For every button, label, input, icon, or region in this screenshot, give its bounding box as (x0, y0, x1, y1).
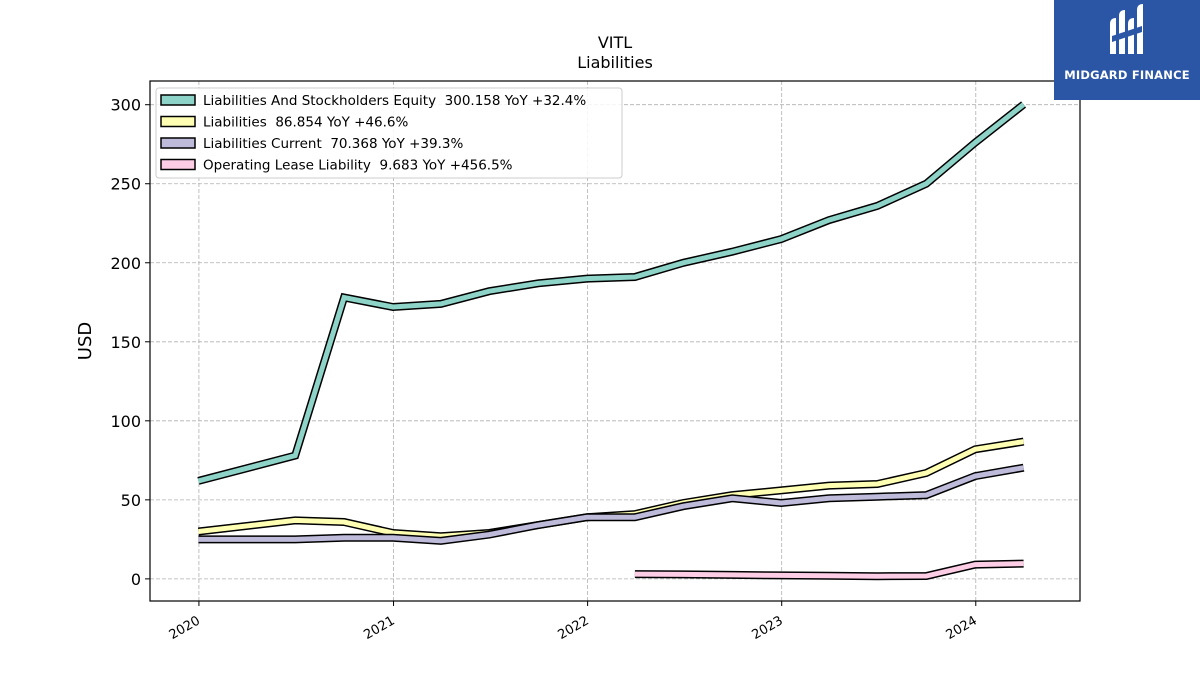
legend-box (155, 87, 623, 179)
series-line-liabilities (198, 439, 1024, 539)
y-tick-label: 150 (110, 333, 141, 352)
x-tick-label: 2023 (750, 613, 786, 643)
x-tick-label: 2024 (944, 613, 980, 643)
legend-swatch-liabilities-and-stockholders-equity (160, 94, 196, 106)
legend-label-operating-lease-liability: Operating Lease Liability 9.683 YoY +456… (203, 158, 513, 174)
x-tick-label: 2020 (167, 613, 203, 643)
y-tick-label: 50 (121, 491, 141, 510)
brand-name: MIDGARD FINANCE (1064, 68, 1190, 82)
y-tick-label: 0 (131, 570, 141, 589)
legend-swatch-operating-lease-liability (160, 158, 196, 171)
y-tick-label: 300 (110, 96, 141, 115)
chart-title: VITL (598, 33, 632, 52)
midgard-finance-logo: MIDGARD FINANCE (1054, 0, 1200, 100)
y-axis-label: USD (75, 322, 96, 360)
y-tick-label: 200 (110, 254, 141, 273)
legend: Liabilities And Stockholders Equity 300.… (155, 87, 623, 179)
y-tick-label: 100 (110, 412, 141, 431)
series-line-liabilities-and-stockholders-equity (197, 102, 1026, 484)
series-lines (197, 101, 1027, 581)
plot-frame (149, 80, 1081, 602)
logo-mark-icon (1110, 4, 1143, 54)
legend-swatch-liabilities (160, 115, 196, 128)
chart-subtitle: Liabilities (577, 53, 653, 72)
legend-items: Liabilities And Stockholders Equity 300.… (160, 93, 586, 174)
legend-label-liabilities-and-stockholders-equity: Liabilities And Stockholders Equity 300.… (203, 93, 586, 109)
y-tick-label: 250 (110, 175, 141, 194)
legend-label-liabilities: Liabilities 86.854 YoY +46.6% (203, 115, 408, 131)
legend-swatch-liabilities-current (160, 137, 196, 149)
x-tick-label: 2021 (361, 613, 397, 643)
legend-label-liabilities-current: Liabilities Current 70.368 YoY +39.3% (203, 136, 463, 152)
series-line-liabilities-current (198, 465, 1025, 544)
series-line-operating-lease-liability (634, 561, 1024, 579)
x-tick-label: 2022 (555, 613, 591, 643)
